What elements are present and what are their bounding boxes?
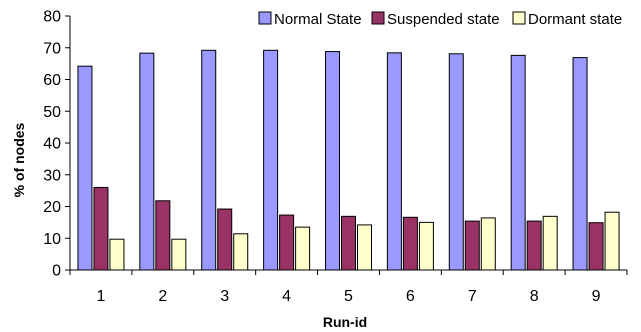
x-tick-label: 7 (468, 288, 477, 305)
legend-label-suspended-state: Suspended state (387, 11, 500, 28)
x-tick-label: 1 (96, 288, 105, 305)
bar-suspended-state-run-5 (341, 215, 356, 271)
legend-swatch-normal-state (258, 11, 272, 25)
bar-dormant-state-run-7 (480, 217, 496, 271)
bar-dormant-state-run-6 (418, 221, 434, 271)
bar-normal-state-run-2 (139, 52, 155, 271)
legend-label-dormant-state: Dormant state (528, 11, 622, 28)
bar-normal-state-run-1 (77, 65, 93, 271)
bar-dormant-state-run-2 (171, 238, 187, 271)
bar-normal-state-run-3 (201, 49, 217, 271)
bar-normal-state-run-9 (572, 57, 588, 271)
y-axis-title: % of nodes (11, 122, 27, 197)
bar-dormant-state-run-3 (233, 233, 249, 271)
bar-normal-state-run-5 (325, 51, 340, 271)
x-tick-label: 2 (158, 288, 167, 305)
bar-dormant-state-run-1 (109, 238, 125, 271)
bar-suspended-state-run-3 (217, 208, 233, 271)
x-tick-label: 8 (530, 288, 539, 305)
bar-normal-state-run-8 (510, 54, 526, 271)
bar-normal-state-run-6 (386, 52, 402, 271)
bar-suspended-state-run-7 (464, 220, 480, 271)
y-tick-label: 10 (43, 231, 61, 248)
y-tick-labels: 0 10 20 30 40 50 60 70 80 (43, 9, 61, 280)
y-tick-label: 40 (43, 136, 61, 153)
x-tick-label: 9 (592, 288, 601, 305)
x-tick-label: 4 (282, 288, 291, 305)
x-tick-labels: 1 2 3 4 5 6 7 8 9 (96, 288, 600, 305)
bar-dormant-state-run-9 (604, 211, 620, 271)
legend-background (256, 6, 640, 32)
bar-dormant-state-run-5 (357, 224, 372, 271)
y-tick-label: 60 (43, 72, 61, 89)
bar-normal-state-run-7 (448, 53, 464, 271)
x-axis-title: Run-id (323, 314, 367, 330)
bar-suspended-state-run-9 (588, 222, 604, 271)
y-tick-label: 70 (43, 40, 61, 57)
bar-suspended-state-run-6 (402, 216, 418, 271)
bars (77, 49, 620, 271)
x-tick-label: 5 (344, 288, 353, 305)
y-tick-label: 80 (43, 9, 61, 26)
bar-normal-state-run-4 (263, 49, 279, 271)
bar-suspended-state-run-2 (155, 200, 171, 271)
x-tick-label: 6 (406, 288, 415, 305)
bar-suspended-state-run-1 (93, 186, 109, 271)
legend: Normal State Suspended state Dormant sta… (256, 6, 640, 32)
bar-suspended-state-run-4 (279, 214, 295, 271)
y-tick-label: 20 (43, 199, 61, 216)
x-tick-label: 3 (220, 288, 229, 305)
legend-swatch-suspended-state (371, 11, 385, 25)
bar-dormant-state-run-8 (542, 215, 558, 271)
legend-label-normal-state: Normal State (274, 11, 362, 28)
y-tick-label: 0 (52, 263, 61, 280)
y-tick-label: 30 (43, 167, 61, 184)
bar-suspended-state-run-8 (526, 220, 542, 271)
y-tick-label: 50 (43, 104, 61, 121)
bar-dormant-state-run-4 (295, 226, 311, 271)
legend-swatch-dormant-state (512, 11, 526, 25)
